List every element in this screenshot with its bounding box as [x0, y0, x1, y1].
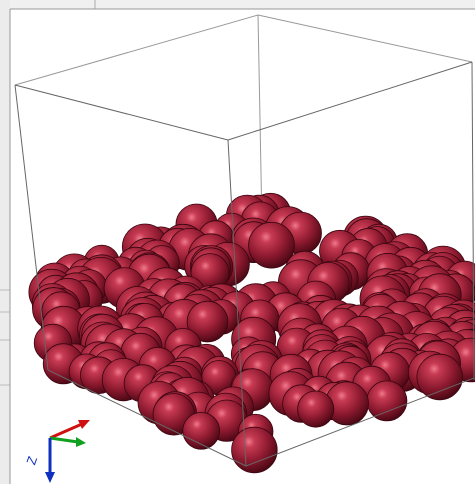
viewer-window: Z — [0, 0, 475, 484]
sphere — [232, 427, 278, 473]
top-bar — [10, 0, 475, 9]
side-panel — [0, 0, 10, 484]
sphere — [298, 391, 334, 427]
sphere — [183, 412, 220, 449]
sphere — [367, 381, 407, 421]
sphere — [417, 354, 463, 400]
viewport: Z — [0, 0, 475, 484]
